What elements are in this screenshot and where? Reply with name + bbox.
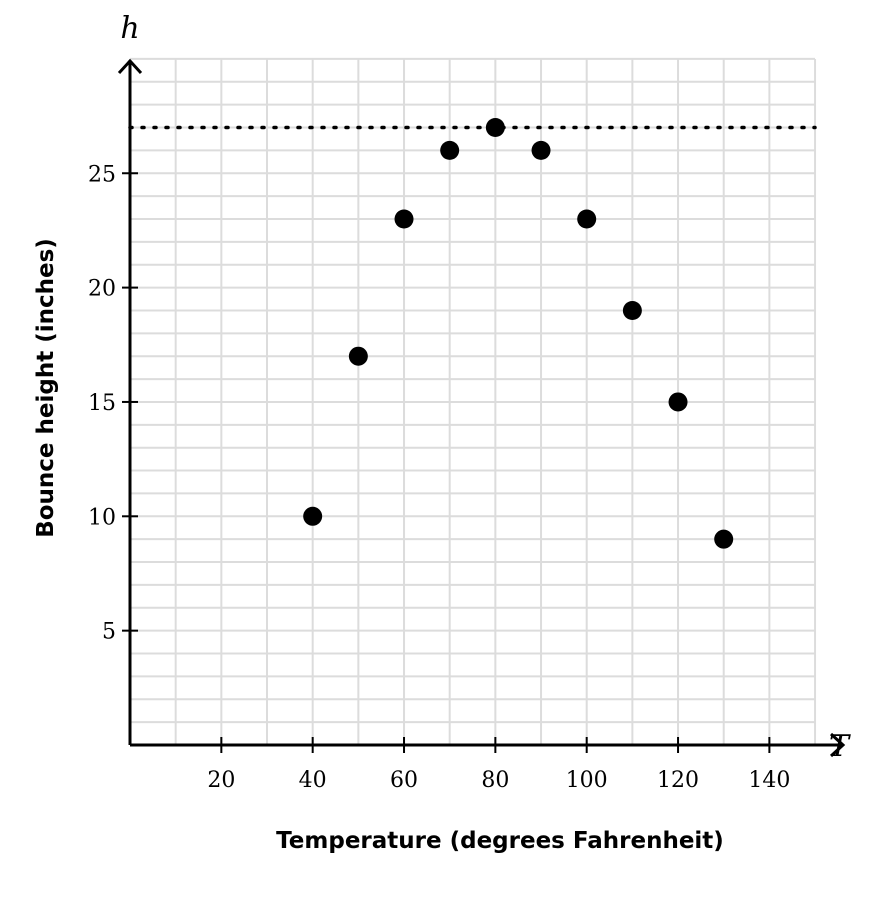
data-point	[577, 209, 597, 229]
data-point	[485, 118, 505, 138]
y-tick-label: 5	[102, 620, 116, 645]
y-axis	[117, 58, 143, 745]
data-point	[303, 506, 323, 526]
data-point	[531, 140, 551, 160]
x-tick-label: 120	[657, 768, 699, 793]
data-points	[303, 118, 734, 549]
x-axis-variable: T	[829, 729, 851, 764]
data-point	[622, 300, 642, 320]
data-point	[714, 529, 734, 549]
x-tick-label: 140	[748, 768, 790, 793]
y-tick-label: 15	[88, 391, 116, 416]
y-axis-variable: h	[120, 11, 139, 46]
data-point	[348, 346, 368, 366]
x-tick-label: 80	[481, 768, 509, 793]
x-tick-label: 40	[299, 768, 327, 793]
data-point	[668, 392, 688, 412]
x-tick-label: 20	[207, 768, 235, 793]
x-axis	[130, 732, 846, 758]
y-tick-label: 20	[88, 277, 116, 302]
grid	[130, 57, 817, 745]
data-point	[394, 209, 414, 229]
y-tick-label: 10	[88, 505, 116, 530]
x-axis-title: Temperature (degrees Fahrenheit)	[276, 828, 724, 854]
y-tick-label: 25	[88, 162, 116, 187]
y-axis-title: Bounce height (inches)	[33, 238, 59, 538]
axes	[117, 58, 846, 758]
data-point	[440, 140, 460, 160]
x-tick-label: 100	[566, 768, 608, 793]
tick-labels: 20 40 60 80 100 120 140 5 10 15 20 25	[88, 162, 790, 793]
x-tick-label: 60	[390, 768, 418, 793]
